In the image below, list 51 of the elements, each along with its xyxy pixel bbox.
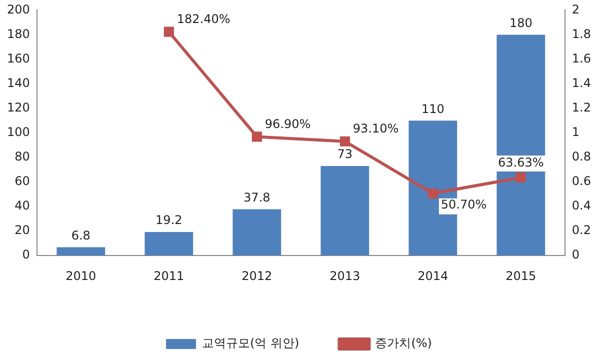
data-label: 182.40% [176, 12, 230, 26]
data-label: 63.63% [498, 156, 544, 170]
y-tick-label: 160 [7, 51, 30, 66]
y-tick-label: 60 [14, 174, 30, 188]
data-label: 37.8 [244, 190, 270, 204]
y-tick-label: 200 [7, 2, 30, 16]
point [164, 26, 174, 37]
data-label: 96.90% [264, 116, 311, 131]
y2-tick-label: 0.8 [572, 150, 592, 164]
data-label: 110 [421, 102, 444, 116]
legend-label: 교역규모(억 위안) [202, 336, 300, 350]
y-tick-label: 40 [14, 198, 30, 213]
bar [320, 166, 370, 256]
y-tick-label: 100 [7, 125, 30, 140]
y-tick-label: 80 [14, 150, 30, 164]
y-tick-label: 180 [7, 26, 30, 41]
data-label: 6.8 [71, 228, 90, 242]
bar [56, 247, 106, 256]
y-tick-label: 140 [7, 76, 30, 90]
point [340, 136, 350, 146]
y2-tick-label: 1.4 [572, 76, 592, 90]
data-label: 180 [509, 16, 532, 30]
y2-tick-label: 0 [572, 248, 580, 262]
bar [496, 34, 546, 256]
point [428, 188, 438, 198]
x-tick-label: 2015 [506, 268, 536, 283]
x-tick-label: 2014 [418, 268, 448, 283]
y2-tick-label: 1.6 [572, 51, 592, 66]
data-label: 93.10% [352, 121, 399, 136]
bar [232, 209, 282, 256]
y2-tick-label: 1 [572, 125, 580, 140]
y-tick-label: 0 [22, 248, 30, 262]
x-tick-label: 2012 [242, 268, 272, 283]
data-label: 19.2 [156, 213, 182, 228]
y2-tick-label: 2 [572, 2, 580, 16]
x-tick-label: 2010 [66, 268, 96, 283]
bar [144, 232, 194, 256]
y2-tick-label: 1.2 [572, 100, 592, 114]
point [252, 132, 262, 142]
legend-label: 증가치(%) [375, 336, 432, 350]
y2-tick-label: 0.6 [572, 174, 592, 188]
x-tick-label: 2011 [154, 268, 184, 283]
y2-tick-label: 1.8 [572, 26, 592, 41]
data-label: 73 [337, 147, 353, 162]
y2-tick-label: 0.2 [572, 223, 592, 238]
data-label: 50.70% [440, 198, 487, 212]
y2-tick-label: 0.4 [572, 198, 592, 213]
point [516, 172, 526, 183]
y-tick-label: 120 [7, 100, 30, 114]
y-tick-label: 20 [14, 223, 30, 238]
x-tick-label: 2013 [330, 268, 360, 283]
